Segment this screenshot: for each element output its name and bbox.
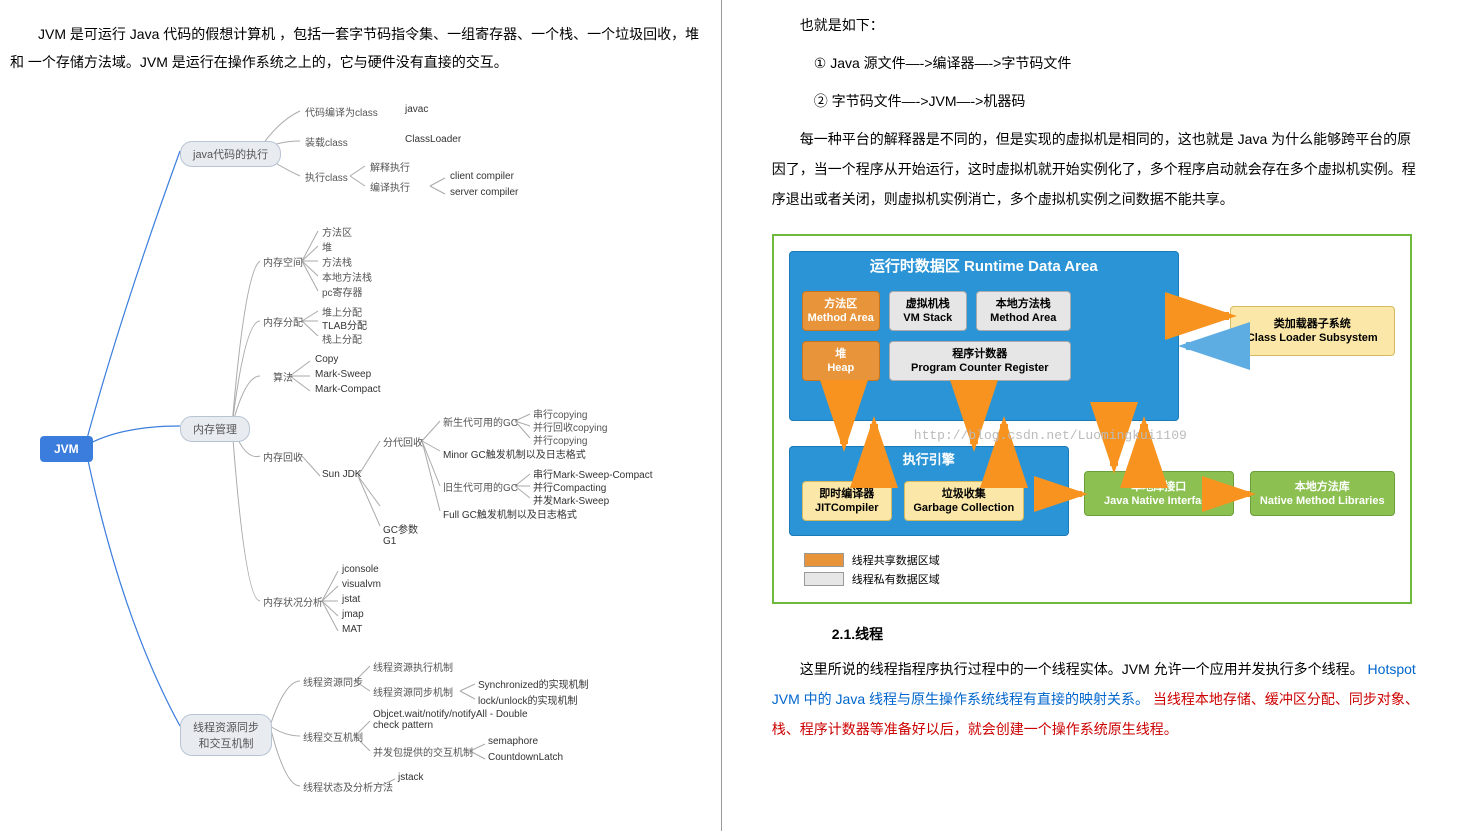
- branch-thread: 线程资源同步 和交互机制: [180, 714, 272, 756]
- vm-stack: 虚拟机栈 VM Stack: [889, 291, 967, 331]
- leaf: Mark-Compact: [315, 384, 381, 395]
- method-area: 方法区 Method Area: [802, 291, 880, 331]
- jvm-architecture-diagram: 运行时数据区 Runtime Data Area 方法区 Method Area…: [772, 234, 1412, 604]
- leaf: 装载class: [305, 134, 348, 149]
- legend: 线程共享数据区域 线程私有数据区域: [804, 549, 940, 590]
- leaf: CountdownLatch: [488, 752, 563, 763]
- leaf: javac: [405, 104, 428, 115]
- leaf: semaphore: [488, 736, 538, 747]
- leaf: Synchronized的实现机制: [478, 676, 589, 691]
- heap: 堆 Heap: [802, 341, 880, 381]
- leaf: 并发包提供的交互机制: [373, 744, 473, 759]
- leaf: G1: [383, 536, 396, 547]
- leaf: TLAB分配: [322, 317, 367, 332]
- native-method-area: 本地方法栈 Method Area: [976, 291, 1071, 331]
- leaf: 方法栈: [322, 254, 352, 269]
- engine-title: 执行引擎: [790, 453, 1068, 467]
- class-loader: 类加载器子系统 Class Loader Subsystem: [1230, 306, 1395, 356]
- legend-label: 线程私有数据区域: [852, 571, 940, 587]
- leaf: 线程资源执行机制: [373, 659, 453, 674]
- leaf: 并发Mark-Sweep: [533, 492, 609, 507]
- leaf: 代码编译为class: [305, 104, 378, 119]
- leaf: Sun JDK: [322, 469, 361, 480]
- left-column: JVM 是可运行 Java 代码的假想计算机 ，包括一套字节码指令集、一组寄存器…: [0, 0, 722, 831]
- leaf: 栈上分配: [322, 331, 362, 346]
- branch-java-exec: java代码的执行: [180, 141, 281, 167]
- intro-paragraph: JVM 是可运行 Java 代码的假想计算机 ，包括一套字节码指令集、一组寄存器…: [10, 20, 711, 76]
- leaf: client compiler: [450, 171, 514, 182]
- leaf: Minor GC触发机制以及日志格式: [443, 446, 586, 461]
- watermark: http://blog.csdn.net/Luomingkui1109: [914, 428, 1187, 443]
- p5a: 这里所说的线程指程序执行过程中的一个线程实体。JVM 允许一个应用并发执行多个线…: [800, 661, 1364, 677]
- legend-private: 线程私有数据区域: [804, 571, 940, 587]
- leaf: visualvm: [342, 579, 381, 590]
- p2: ① Java 源文件—->编译器—->字节码文件: [772, 48, 1423, 78]
- p5: 这里所说的线程指程序执行过程中的一个线程实体。JVM 允许一个应用并发执行多个线…: [772, 654, 1423, 744]
- leaf: 旧生代可用的GC: [443, 479, 518, 494]
- leaf: jstat: [342, 594, 360, 605]
- runtime-data-area: 运行时数据区 Runtime Data Area: [789, 251, 1179, 421]
- jvm-mindmap: JVM java代码的执行 内存管理 线程资源同步 和交互机制 代码编译为cla…: [10, 96, 711, 796]
- legend-shared: 线程共享数据区域: [804, 552, 940, 568]
- leaf: 本地方法栈: [322, 269, 372, 284]
- leaf: 解释执行: [370, 159, 410, 174]
- leaf: 算法: [273, 369, 293, 384]
- p4: 每一种平台的解释器是不同的，但是实现的虚拟机是相同的，这也就是 Java 为什么…: [772, 124, 1423, 214]
- leaf: 线程资源同步机制: [373, 684, 453, 699]
- leaf: pc寄存器: [322, 284, 363, 299]
- leaf: jmap: [342, 609, 364, 620]
- leaf: Mark-Sweep: [315, 369, 371, 380]
- leaf: 分代回收: [383, 434, 423, 449]
- leaf: 方法区: [322, 224, 352, 239]
- mindmap-root: JVM: [40, 436, 93, 462]
- leaf: 线程资源同步: [303, 674, 363, 689]
- leaf: ClassLoader: [405, 134, 461, 145]
- leaf: lock/unlock的实现机制: [478, 692, 577, 707]
- branch-memory: 内存管理: [180, 416, 250, 442]
- leaf: 堆: [322, 239, 332, 254]
- leaf: 编译执行: [370, 179, 410, 194]
- document-page: JVM 是可运行 Java 代码的假想计算机 ，包括一套字节码指令集、一组寄存器…: [0, 0, 1473, 831]
- jit-compiler: 即时编译器 JITCompiler: [802, 481, 892, 521]
- leaf: jconsole: [342, 564, 379, 575]
- leaf: 新生代可用的GC: [443, 414, 518, 429]
- leaf: 内存分配: [263, 314, 303, 329]
- p3: ② 字节码文件—->JVM—->机器码: [772, 86, 1423, 116]
- swatch-grey: [804, 572, 844, 586]
- leaf: 线程交互机制: [303, 729, 363, 744]
- leaf: jstack: [398, 772, 424, 783]
- leaf: 内存空间: [263, 254, 303, 269]
- leaf: Objcet.wait/notify/notifyAll - Double ch…: [373, 709, 533, 731]
- leaf: 内存回收: [263, 449, 303, 464]
- section-heading: 2.1.线程: [832, 624, 1423, 644]
- jni: 本地库接口 Java Native Interface: [1084, 471, 1234, 516]
- rtda-title: 运行时数据区 Runtime Data Area: [790, 260, 1178, 274]
- leaf: 线程状态及分析方法: [303, 779, 393, 794]
- p1: 也就是如下：: [772, 10, 1423, 40]
- mindmap-connectors: [10, 96, 710, 796]
- right-column: 也就是如下： ① Java 源文件—->编译器—->字节码文件 ② 字节码文件—…: [722, 0, 1473, 831]
- leaf: Full GC触发机制以及日志格式: [443, 506, 577, 521]
- leaf: 并行copying: [533, 432, 587, 447]
- native-libs: 本地方法库 Native Method Libraries: [1250, 471, 1395, 516]
- leaf: server compiler: [450, 187, 518, 198]
- leaf: GC参数: [383, 521, 418, 536]
- legend-label: 线程共享数据区域: [852, 552, 940, 568]
- leaf: 内存状况分析: [263, 594, 323, 609]
- leaf: MAT: [342, 624, 362, 635]
- garbage-collection: 垃圾收集 Garbage Collection: [904, 481, 1024, 521]
- pc-register: 程序计数器 Program Counter Register: [889, 341, 1071, 381]
- leaf: Copy: [315, 354, 338, 365]
- swatch-orange: [804, 553, 844, 567]
- leaf: 执行class: [305, 169, 348, 184]
